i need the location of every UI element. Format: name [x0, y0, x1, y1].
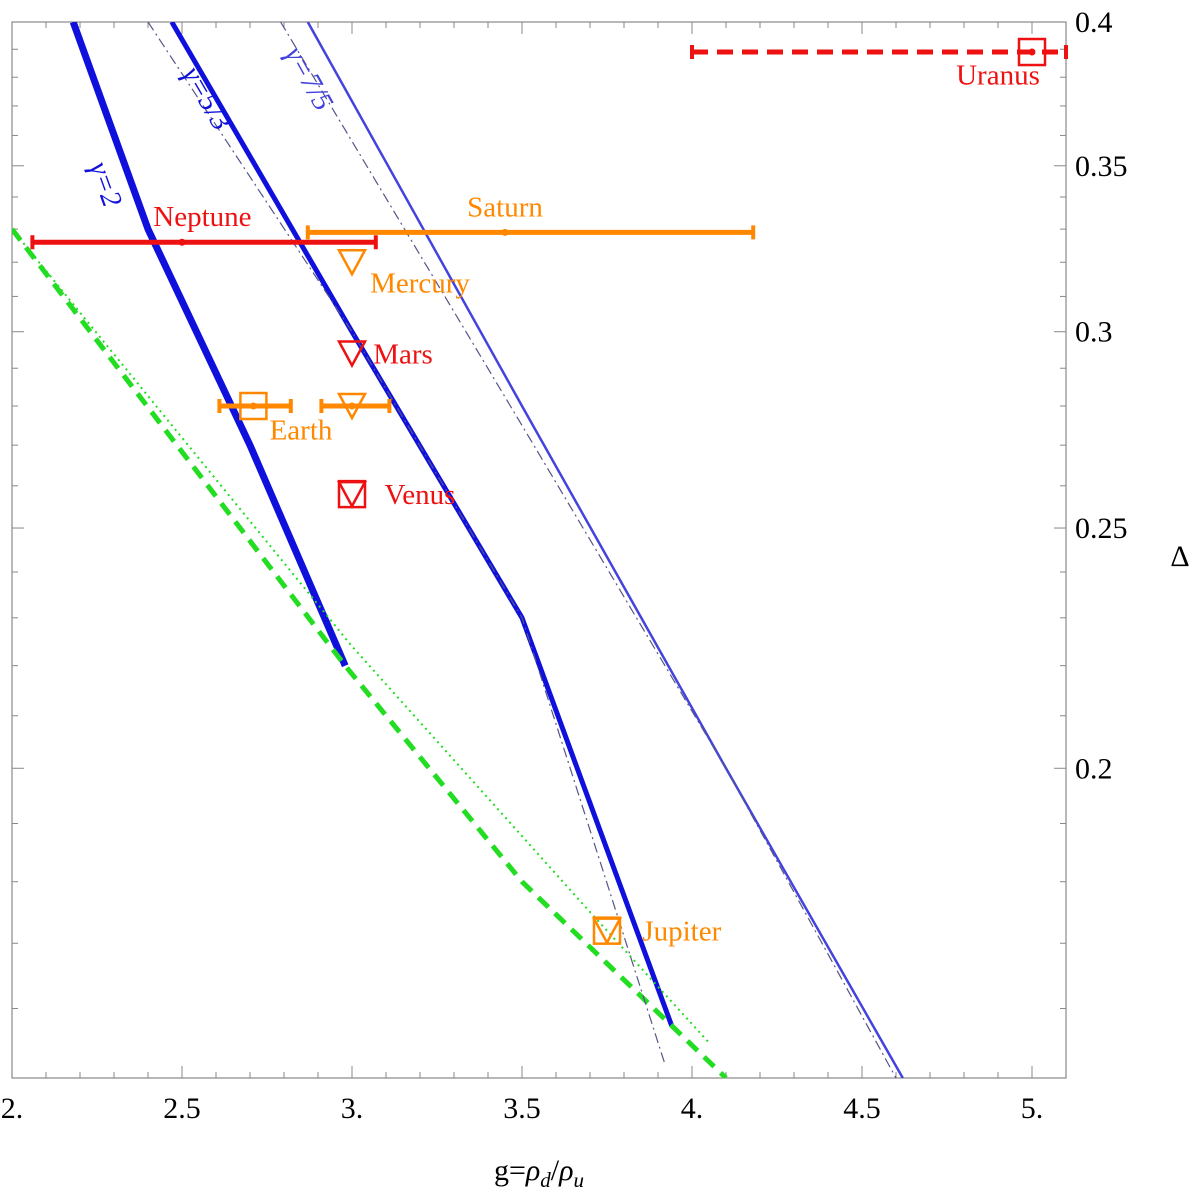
- x-axis-title-part: g=: [494, 1154, 526, 1187]
- series-label: γ=7/5: [278, 41, 339, 116]
- planet-label: Earth: [270, 414, 333, 446]
- series-line: [280, 22, 897, 1078]
- x-tick-label: 3.5: [503, 1092, 541, 1125]
- triangle-marker: [336, 340, 368, 369]
- square-marker: [239, 391, 268, 421]
- y-tick-label: 0.3: [1075, 316, 1113, 349]
- y-axis-title: Δ: [1170, 540, 1189, 573]
- x-axis-title: g=ρd/ρu: [494, 1154, 584, 1192]
- x-tick-label: 4.: [681, 1092, 704, 1125]
- data-point: [178, 238, 186, 246]
- y-tick-label: 0.2: [1075, 752, 1113, 785]
- y-tick-label: 0.4: [1075, 6, 1113, 39]
- x-tick-label: 2.: [1, 1092, 24, 1125]
- series-line: [169, 22, 674, 1027]
- data-point: [1028, 48, 1036, 56]
- planet-label: Saturn: [467, 192, 543, 224]
- x-axis-title-part: ρ: [525, 1154, 540, 1187]
- x-axis-title-part: u: [574, 1168, 585, 1192]
- planet-label: Venus: [385, 479, 456, 511]
- x-tick-label: 5.: [1021, 1092, 1044, 1125]
- x-axis-title-part: d: [540, 1168, 551, 1192]
- y-tick-label: 0.25: [1075, 512, 1128, 545]
- x-tick-label: 4.5: [843, 1092, 881, 1125]
- triangle-marker: [336, 480, 368, 509]
- x-axis-title-part: ρ: [558, 1154, 573, 1187]
- y-tick-label: 0.35: [1075, 150, 1128, 183]
- x-axis-title-part: /: [551, 1154, 560, 1187]
- data-point: [348, 402, 356, 410]
- planet-label: Mars: [373, 338, 433, 370]
- series-label: γ=5/3: [176, 61, 238, 136]
- triangle-marker: [336, 392, 368, 421]
- x-tick-label: 3.: [341, 1092, 364, 1125]
- data-point: [501, 228, 509, 236]
- label-layer: γ=2γ=5/3 γ=7/5 UranusSaturnNeptuneMercuryM…: [83, 41, 1040, 948]
- series-line: [69, 22, 349, 668]
- series-layer: [12, 22, 904, 1078]
- series-line: [12, 227, 728, 1078]
- x-tick-label: 2.5: [163, 1092, 201, 1125]
- square-marker: [1017, 37, 1047, 67]
- series-line: [147, 22, 666, 1064]
- series-line: [306, 22, 904, 1078]
- planet-label: Uranus: [956, 59, 1040, 91]
- square-marker: [337, 479, 367, 509]
- plot-frame: [11, 21, 1067, 1079]
- planet-layer: [30, 37, 1068, 946]
- triangle-marker: [591, 917, 623, 946]
- planet-label: Neptune: [153, 201, 251, 233]
- triangle-marker: [336, 248, 368, 277]
- planet-label: Mercury: [370, 268, 470, 300]
- data-point: [249, 402, 257, 410]
- planet-label: Jupiter: [642, 916, 721, 948]
- ticks-layer: 2. 2.5 3. 3.5 4. 4.5 5. 0.4 0.35 0.3 0.25 0.2: [1, 6, 1128, 1125]
